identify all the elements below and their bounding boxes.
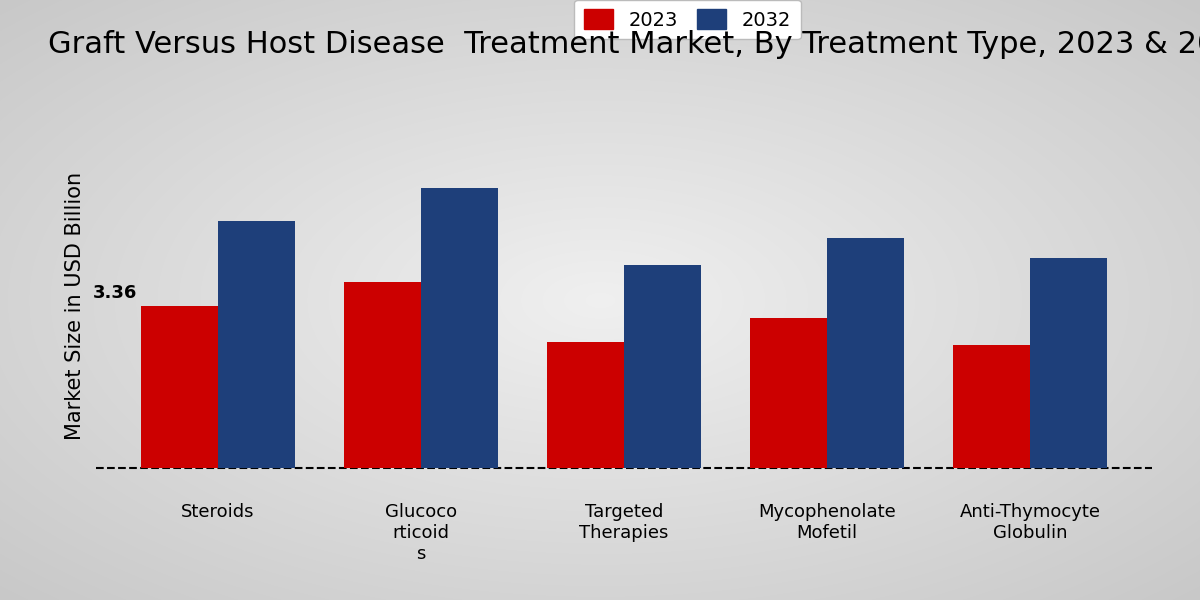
Bar xyxy=(624,265,701,468)
Bar xyxy=(953,344,1030,468)
Legend: 2023, 2032: 2023, 2032 xyxy=(574,0,800,40)
Bar xyxy=(547,342,624,468)
Bar xyxy=(421,188,498,468)
Bar xyxy=(750,318,827,468)
Bar xyxy=(1030,257,1108,468)
Bar xyxy=(343,282,421,468)
Text: 3.36: 3.36 xyxy=(92,284,137,302)
Bar xyxy=(218,221,295,468)
Y-axis label: Market Size in USD Billion: Market Size in USD Billion xyxy=(65,172,85,440)
Text: Graft Versus Host Disease  Treatment Market, By Treatment Type, 2023 & 203: Graft Versus Host Disease Treatment Mark… xyxy=(48,30,1200,59)
Bar xyxy=(827,238,905,468)
Bar xyxy=(140,305,218,468)
